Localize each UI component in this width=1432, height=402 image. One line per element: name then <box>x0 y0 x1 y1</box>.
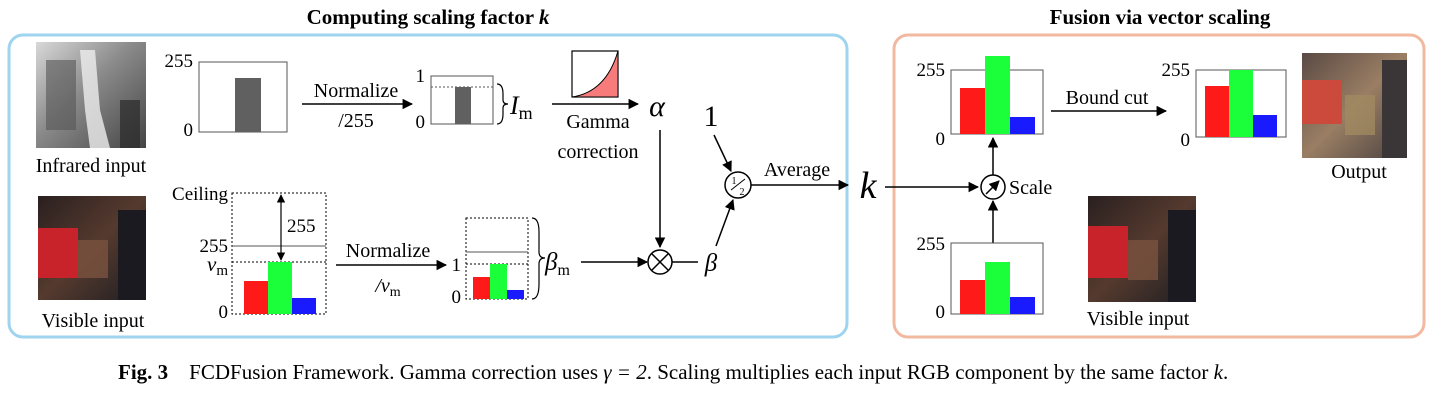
normalize-label: Normalize <box>314 80 399 102</box>
correction-label: correction <box>557 141 638 163</box>
output-image <box>1302 53 1407 158</box>
caption-gamma-eq: γ = 2 <box>603 360 647 384</box>
visible-input-image <box>38 196 146 300</box>
left-section-title: Computing scaling factor k <box>307 5 550 29</box>
red-bar <box>244 281 268 314</box>
vm-label: vm <box>207 252 228 279</box>
average-label: Average <box>764 159 830 181</box>
visible-input-label: Visible input <box>42 310 145 332</box>
blue-bar <box>292 298 316 314</box>
tick-0: 0 <box>1181 130 1191 151</box>
output-rgb-chart: 255 0 <box>1162 60 1287 151</box>
tick-255: 255 <box>200 236 229 257</box>
tick-0: 0 <box>416 112 426 133</box>
right-section-title: Fusion via vector scaling <box>1050 5 1271 29</box>
gamma-correction-op: Gamma correction α <box>552 50 666 163</box>
scale-op-icon <box>980 174 1006 200</box>
caption-text-2: . Scaling multiplies each input RGB comp… <box>646 360 1214 384</box>
tick-255: 255 <box>917 60 946 81</box>
tick-255: 255 <box>1162 60 1191 81</box>
tick-1: 1 <box>416 66 426 87</box>
svg-text:2: 2 <box>740 187 745 198</box>
tick-0: 0 <box>936 129 946 150</box>
constant-one: 1 <box>704 100 719 133</box>
one-to-average-arrow <box>713 134 732 172</box>
infrared-mean-bar <box>235 78 261 132</box>
tick-0: 0 <box>936 302 946 323</box>
tick-255: 255 <box>917 234 946 255</box>
beta-to-average-arrow <box>715 199 735 247</box>
figure-caption: Fig. 3 FCDFusion Framework. Gamma correc… <box>118 360 1228 385</box>
caption-text-1: FCDFusion Framework. Gamma correction us… <box>189 360 604 384</box>
divide-255-label: /255 <box>338 110 374 132</box>
tick-1: 1 <box>452 255 462 276</box>
im-symbol: Im <box>509 91 533 123</box>
visible-rgb-chart-right: 255 0 <box>917 234 1044 323</box>
normalize-vm-op: Normalize /vm <box>336 240 448 300</box>
scale-label: Scale <box>1009 177 1052 199</box>
ceiling-label: Ceiling <box>172 184 228 205</box>
half-average-op-icon: 1 2 <box>724 171 752 199</box>
visible-rgb-chart: 255 Ceiling 255 vm 0 <box>172 184 327 323</box>
normalized-infrared-chart: 1 0 Im <box>416 66 533 133</box>
visible-input-image-right <box>1088 196 1196 302</box>
bound-cut-label: Bound cut <box>1066 87 1149 109</box>
caption-fig-label: Fig. 3 <box>118 360 169 384</box>
scaled-rgb-chart: 255 0 <box>917 56 1044 150</box>
infrared-input-image <box>36 42 146 148</box>
caption-k-var: k <box>1213 360 1223 384</box>
multiply-op-icon <box>647 249 673 275</box>
gamma-label: Gamma <box>566 111 629 133</box>
normalize-255-op: Normalize /255 <box>302 80 414 132</box>
right-section-border <box>892 33 1426 339</box>
brace-im <box>496 83 509 125</box>
normalized-visible-chart: 1 0 βm <box>452 217 570 308</box>
infrared-input-label: Infrared input <box>36 155 147 177</box>
beta-symbol: β <box>704 250 718 277</box>
tick-0: 0 <box>219 302 229 323</box>
tick-255: 255 <box>165 51 194 72</box>
divide-vm-label: /vm <box>374 275 400 300</box>
beta-m-symbol: βm <box>544 249 570 279</box>
brace-beta-m <box>531 217 546 300</box>
output-label: Output <box>1331 161 1387 183</box>
svg-text:1: 1 <box>732 176 737 187</box>
alpha-symbol: α <box>649 90 666 123</box>
tick-0: 0 <box>184 120 194 141</box>
green-bar <box>268 262 292 314</box>
visible-input-label-right: Visible input <box>1087 308 1190 330</box>
normalize-label: Normalize <box>346 240 431 262</box>
tick-0: 0 <box>452 287 462 308</box>
caption-text-3: . <box>1222 360 1229 384</box>
infrared-intensity-chart: 255 0 <box>165 51 288 141</box>
gap-255-label: 255 <box>287 216 316 237</box>
k-symbol: k <box>860 165 878 207</box>
